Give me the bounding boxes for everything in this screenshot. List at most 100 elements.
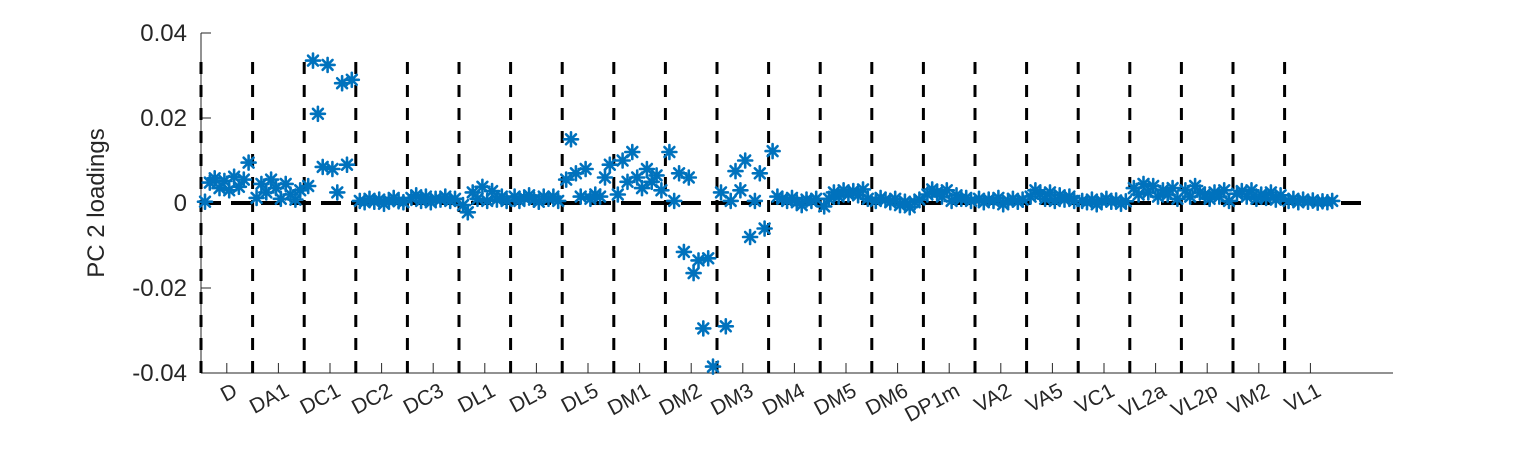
x-tick-label: DL5 (558, 379, 603, 417)
data-point (324, 160, 341, 178)
asterisk-stroke (603, 158, 617, 171)
asterisk-stroke (232, 180, 246, 194)
asterisk-stroke (697, 322, 710, 335)
data-point (549, 192, 567, 210)
asterisk-stroke (598, 171, 612, 184)
data-point (665, 192, 683, 210)
asterisk-stroke (743, 230, 757, 244)
data-point (459, 204, 477, 221)
data-point (736, 152, 754, 169)
data-point (741, 228, 759, 246)
data-point (727, 162, 744, 180)
asterisk-stroke (1325, 194, 1339, 208)
x-tick-label: VM2 (1224, 379, 1273, 420)
asterisk-stroke (913, 193, 926, 206)
data-point (562, 131, 580, 148)
asterisk-stroke (1296, 193, 1310, 206)
y-tick-label: 0.04 (140, 20, 187, 47)
data-point (591, 188, 609, 205)
asterisk-stroke (476, 180, 489, 194)
asterisk-stroke (1217, 184, 1231, 197)
data-point (314, 158, 332, 176)
x-tick-label: DP1m (901, 379, 963, 427)
asterisk-stroke (237, 173, 251, 186)
x-tick-label: DC1 (296, 379, 344, 419)
x-tick-label: VL2a (1116, 379, 1170, 422)
asterisk-stroke (771, 190, 784, 203)
data-point (675, 243, 693, 261)
asterisk-stroke (485, 184, 499, 198)
asterisk-stroke (1075, 194, 1089, 208)
data-point (1117, 193, 1135, 210)
asterisk-stroke (250, 191, 263, 205)
data-point (751, 165, 769, 182)
asterisk-stroke (630, 171, 644, 184)
tick-labels: 0.04 0.02 0 -0.02 -0.04 D DA1 DC1 DC2 DC3 DL1 DL3 DL… (132, 20, 1324, 427)
data-point (596, 169, 614, 186)
asterisk-stroke (682, 171, 696, 184)
y-tick-label: -0.02 (132, 275, 187, 302)
data-point (614, 152, 631, 169)
data-point (196, 193, 214, 210)
x-tick-label: DC3 (400, 379, 448, 419)
data-point (653, 182, 670, 199)
data-point (277, 175, 295, 193)
asterisk-stroke (635, 181, 649, 195)
x-tick-label: DL1 (454, 379, 499, 417)
data-point (304, 52, 322, 69)
data-point (248, 189, 265, 207)
asterisk-stroke (1274, 189, 1287, 202)
data-point (717, 317, 735, 335)
data-point (577, 160, 594, 178)
asterisk-stroke (1119, 195, 1133, 208)
data-point (764, 142, 781, 160)
asterisk-stroke (316, 160, 329, 174)
asterisk-stroke (559, 173, 573, 186)
asterisk-stroke (874, 191, 887, 205)
asterisk-stroke (611, 188, 625, 201)
data-point (648, 167, 665, 184)
data-point (557, 171, 575, 188)
asterisk-stroke (326, 162, 339, 176)
asterisk-stroke (992, 191, 1005, 205)
data-point (343, 71, 361, 89)
data-point (633, 179, 651, 197)
asterisk-stroke (213, 181, 226, 195)
x-tick-label: DM3 (707, 379, 757, 420)
asterisk-stroke (1264, 186, 1278, 199)
data-point (309, 105, 327, 123)
data-point (319, 56, 336, 74)
asterisk-stroke (616, 154, 629, 167)
group-dividers (199, 62, 1287, 373)
asterisk-stroke (589, 188, 602, 201)
asterisk-stroke (701, 252, 715, 265)
x-tick-label: VL2p (1167, 379, 1221, 422)
data-point (694, 320, 712, 337)
data-point (623, 143, 641, 161)
asterisk-stroke (758, 222, 771, 235)
data-markers (196, 52, 1341, 375)
asterisk-stroke (227, 170, 241, 183)
y-tick-label: 0 (174, 190, 187, 217)
asterisk-stroke (311, 107, 325, 121)
asterisk-stroke (655, 184, 668, 197)
data-point (609, 186, 627, 203)
asterisk-stroke (856, 183, 870, 196)
data-point (1272, 187, 1289, 204)
data-point (469, 190, 486, 208)
data-point (328, 184, 346, 201)
asterisk-stroke (1137, 177, 1150, 191)
data-point (661, 143, 678, 161)
asterisk-stroke (1245, 184, 1258, 197)
data-point (712, 184, 730, 201)
asterisk-stroke (448, 192, 462, 206)
asterisk-stroke (667, 194, 681, 208)
asterisk-stroke (719, 320, 733, 333)
x-tick-label: DL3 (506, 379, 551, 417)
asterisk-stroke (331, 186, 344, 199)
x-tick-label: VA2 (971, 379, 1015, 417)
asterisk-stroke (466, 186, 479, 199)
data-point (1323, 192, 1341, 210)
asterisk-stroke (1043, 186, 1057, 199)
